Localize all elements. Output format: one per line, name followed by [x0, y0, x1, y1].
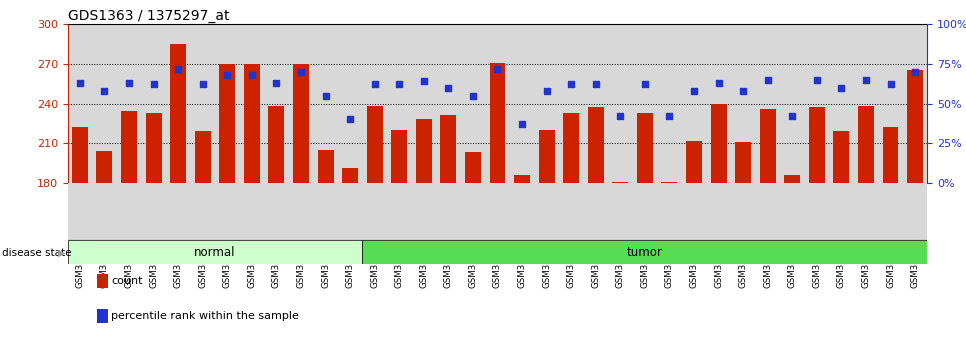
Point — [662, 114, 677, 119]
Point — [318, 93, 333, 98]
Point — [711, 80, 726, 86]
Point — [907, 69, 923, 75]
Bar — [612, 181, 628, 183]
Bar — [362, 240, 927, 264]
Point — [784, 114, 800, 119]
Text: tumor: tumor — [627, 246, 663, 259]
Bar — [858, 106, 874, 183]
Point — [563, 82, 579, 87]
Point — [514, 121, 529, 127]
Text: GDS1363 / 1375297_at: GDS1363 / 1375297_at — [68, 9, 229, 23]
Point — [810, 77, 825, 82]
Bar — [490, 62, 505, 183]
Bar — [907, 70, 923, 183]
Bar — [465, 152, 481, 183]
Bar — [342, 168, 358, 183]
Point — [294, 69, 309, 75]
Bar — [219, 64, 236, 183]
Point — [72, 80, 88, 86]
Point — [391, 82, 407, 87]
Text: disease state: disease state — [2, 248, 71, 257]
Bar — [662, 181, 677, 183]
Point — [735, 88, 751, 93]
Bar — [146, 113, 161, 183]
Bar — [883, 127, 898, 183]
Bar — [68, 240, 362, 264]
Bar — [735, 142, 752, 183]
Bar — [71, 127, 88, 183]
Point — [440, 85, 456, 90]
Bar — [440, 116, 456, 183]
Bar — [170, 44, 186, 183]
Point — [858, 77, 873, 82]
Bar — [415, 119, 432, 183]
Bar — [121, 111, 137, 183]
Point — [466, 93, 481, 98]
Point — [342, 117, 357, 122]
Bar — [637, 113, 653, 183]
Bar — [711, 104, 726, 183]
Point — [588, 82, 604, 87]
Point — [219, 72, 235, 78]
Bar — [784, 175, 800, 183]
Bar — [293, 64, 309, 183]
Bar — [759, 109, 776, 183]
Point — [638, 82, 653, 87]
Point — [146, 82, 161, 87]
Bar — [539, 130, 554, 183]
Bar — [195, 131, 211, 183]
Bar — [318, 150, 333, 183]
Point — [170, 66, 185, 71]
Point — [760, 77, 776, 82]
Point — [122, 80, 137, 86]
Bar — [563, 113, 580, 183]
Point — [244, 72, 260, 78]
Point — [686, 88, 701, 93]
Bar — [367, 106, 383, 183]
Text: normal: normal — [194, 246, 236, 259]
Bar — [587, 108, 604, 183]
Point — [367, 82, 383, 87]
Bar — [834, 131, 849, 183]
Text: ▶: ▶ — [58, 248, 66, 257]
Bar — [514, 175, 530, 183]
Bar — [686, 140, 702, 183]
Point — [883, 82, 898, 87]
Point — [97, 88, 112, 93]
Text: count: count — [111, 276, 143, 286]
Bar — [269, 106, 284, 183]
Bar — [243, 64, 260, 183]
Point — [612, 114, 628, 119]
Point — [195, 82, 211, 87]
Point — [834, 85, 849, 90]
Point — [490, 66, 505, 71]
Point — [539, 88, 554, 93]
Bar — [97, 151, 112, 183]
Text: percentile rank within the sample: percentile rank within the sample — [111, 311, 298, 321]
Bar — [809, 108, 825, 183]
Point — [416, 79, 432, 84]
Point — [269, 80, 284, 86]
Bar — [391, 130, 408, 183]
